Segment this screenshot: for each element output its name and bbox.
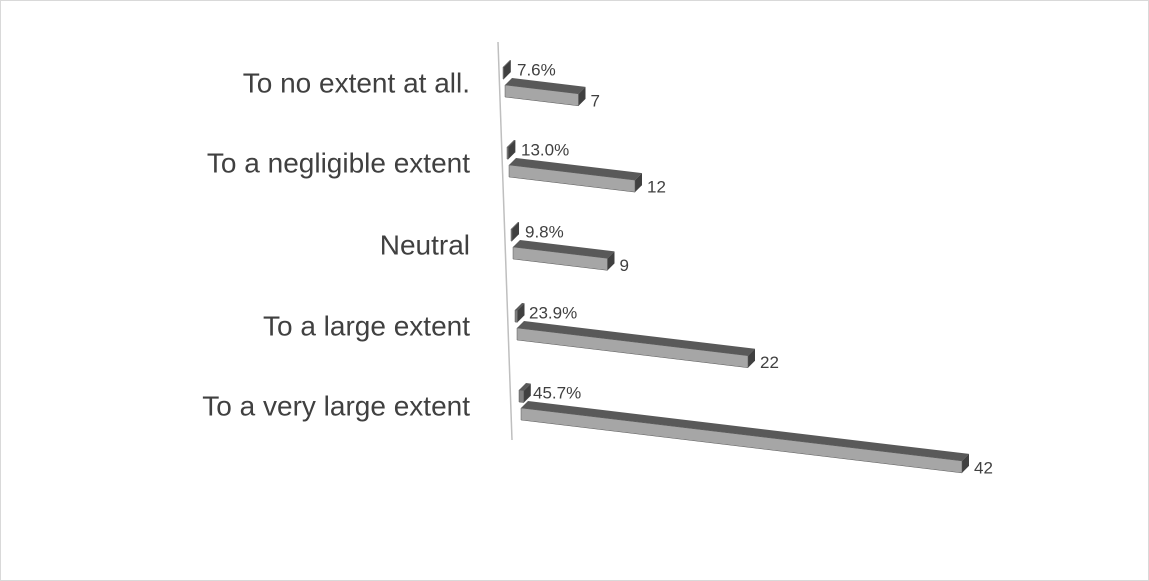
bar: [504, 84, 579, 107]
bar-side: [503, 60, 511, 80]
bar-top: [509, 158, 642, 181]
value-label: 22: [760, 353, 779, 372]
value-label: 42: [974, 458, 993, 477]
bar: [502, 66, 505, 80]
bar: [506, 146, 509, 160]
category-label: To a very large extent: [202, 390, 470, 421]
bar-top: [515, 303, 525, 311]
bar: [520, 407, 963, 474]
bar-side: [578, 86, 586, 106]
category-label: To no extent at all.: [243, 67, 470, 98]
bar: [508, 164, 636, 193]
bar-top: [513, 240, 615, 259]
bar-side: [748, 348, 755, 368]
value-label: 23.9%: [529, 303, 577, 322]
bar-top: [521, 401, 969, 461]
category-label: To a negligible extent: [207, 147, 470, 178]
bar-top: [511, 222, 520, 230]
bar-side: [635, 173, 642, 193]
bar-top: [507, 140, 516, 148]
bar-top: [505, 78, 586, 94]
value-label: 13.0%: [521, 140, 569, 159]
bar-side: [523, 383, 531, 403]
value-label: 9: [620, 256, 629, 275]
value-label: 7: [591, 91, 600, 110]
bar-top: [519, 383, 531, 391]
bar: [514, 309, 518, 323]
value-label: 45.7%: [533, 383, 581, 402]
bar-side: [517, 303, 525, 323]
bar-top: [503, 60, 511, 68]
bar: [512, 246, 608, 271]
bar-side: [508, 140, 516, 160]
bar-side: [607, 251, 615, 271]
value-label: 9.8%: [525, 222, 564, 241]
bar-top: [517, 321, 755, 356]
bar-side: [962, 453, 969, 473]
category-label: To a large extent: [263, 310, 470, 341]
bar-side: [512, 222, 520, 242]
bar: [516, 327, 749, 369]
value-label: 12: [647, 178, 666, 197]
category-axis: [497, 41, 513, 441]
category-label: Neutral: [380, 229, 470, 260]
bar: [510, 228, 513, 242]
bar: [518, 389, 525, 403]
value-label: 7.6%: [517, 60, 556, 79]
